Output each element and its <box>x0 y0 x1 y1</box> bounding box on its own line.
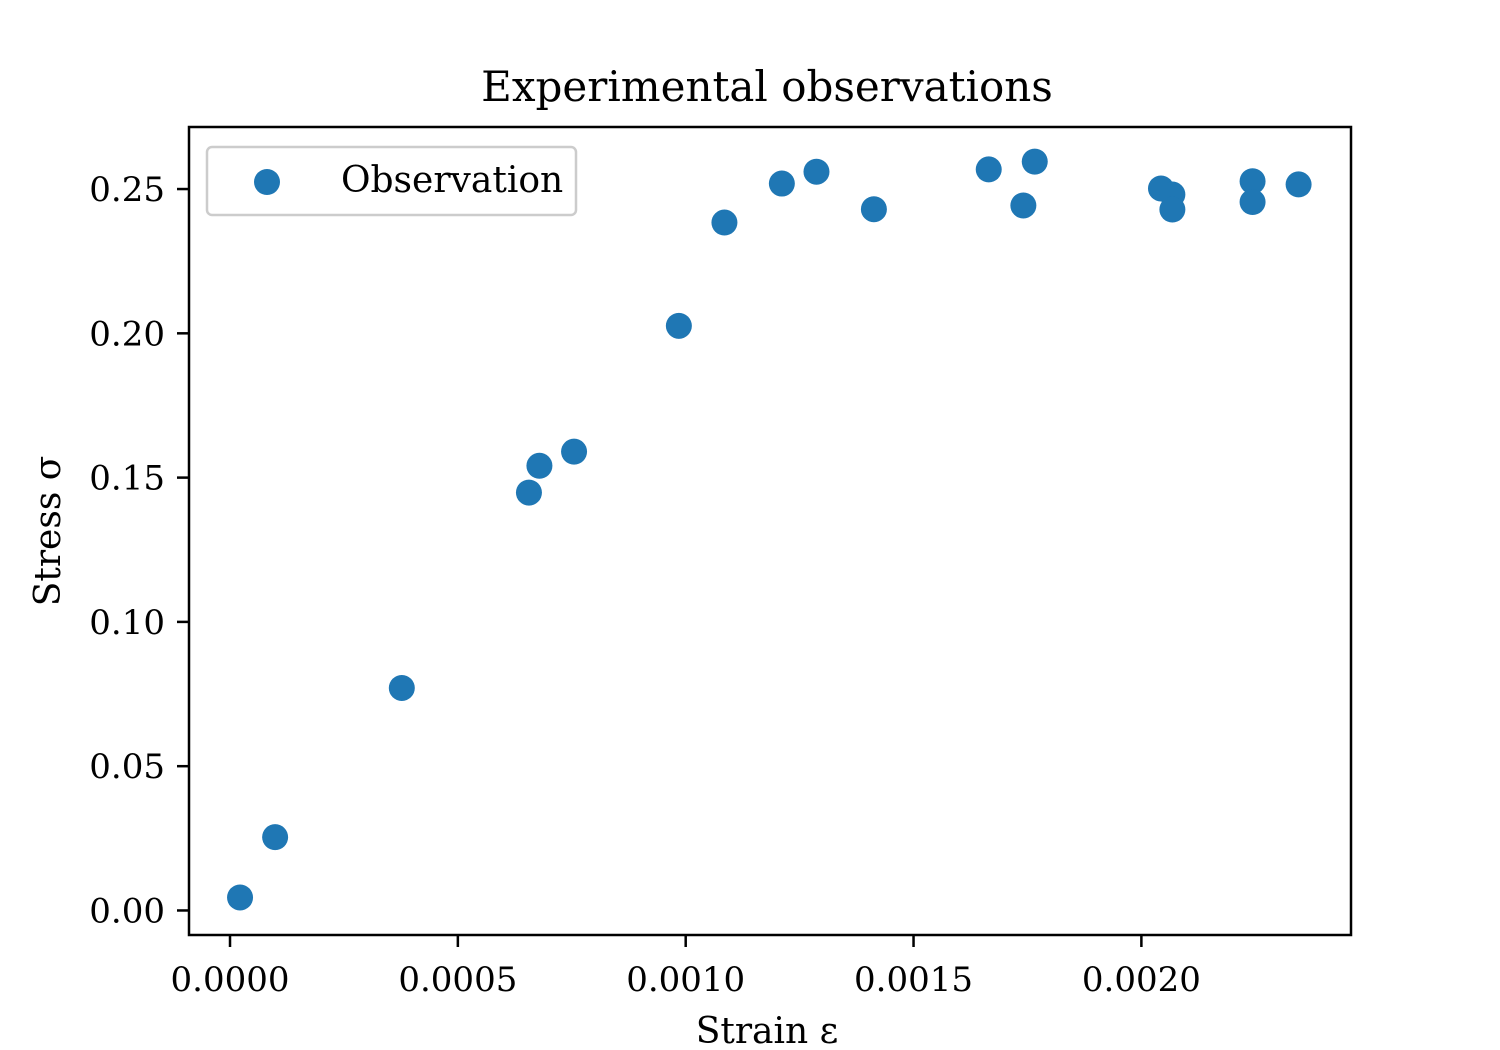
x-tick-label: 0.0005 <box>398 960 517 1000</box>
data-points <box>227 148 1312 911</box>
data-point <box>227 884 254 911</box>
data-point <box>1010 192 1037 219</box>
data-point <box>388 674 415 701</box>
y-tick-label: 0.15 <box>89 459 165 499</box>
plot-frame <box>187 125 1353 937</box>
x-axis: 0.0000 0.0005 0.0010 0.0015 0.0020 <box>171 935 1201 1000</box>
data-point <box>1159 196 1186 223</box>
data-point <box>768 170 795 197</box>
data-point <box>1239 168 1266 195</box>
data-point <box>975 156 1002 183</box>
data-point <box>1021 148 1048 175</box>
x-axis-label: Strain ε <box>696 1011 839 1050</box>
data-point <box>711 209 738 236</box>
legend-box <box>205 145 578 217</box>
data-point <box>561 438 588 465</box>
y-tick-label: 0.05 <box>89 747 165 787</box>
chart-title: Experimental observations <box>481 62 1053 111</box>
x-tick-label: 0.0000 <box>171 960 290 1000</box>
data-point <box>1285 171 1312 198</box>
data-point <box>515 479 542 506</box>
y-axis-label: Stress σ <box>28 456 69 607</box>
legend-marker <box>254 169 280 195</box>
x-tick-label: 0.0010 <box>626 960 745 1000</box>
y-tick-label: 0.10 <box>89 603 165 643</box>
data-point <box>526 452 553 479</box>
legend: Observation <box>205 145 578 217</box>
y-tick-label: 0.00 <box>89 891 165 931</box>
data-point <box>860 196 887 223</box>
x-tick-label: 0.0020 <box>1082 960 1201 1000</box>
data-point <box>803 158 830 185</box>
y-axis: 0.00 0.05 0.10 0.15 0.20 0.25 <box>89 170 189 931</box>
data-point <box>262 824 289 851</box>
plot-area <box>187 125 1353 937</box>
data-point <box>665 312 692 339</box>
legend-label: Observation <box>341 160 563 201</box>
y-tick-label: 0.25 <box>89 170 165 210</box>
x-tick-label: 0.0015 <box>854 960 973 1000</box>
y-tick-label: 0.20 <box>89 314 165 354</box>
data-point <box>1239 189 1266 216</box>
